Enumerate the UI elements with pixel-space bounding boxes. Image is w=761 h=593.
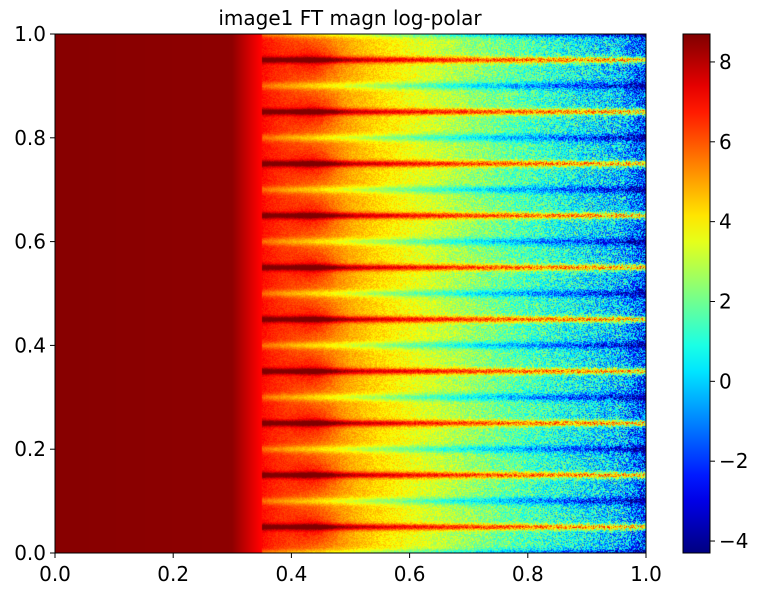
- x-tick-label: 0.4: [275, 562, 307, 586]
- x-tick-label: 1.0: [630, 562, 662, 586]
- heatmap-image: [55, 34, 646, 553]
- y-tick-label: 0.6: [14, 230, 46, 254]
- colorbar-tick-label: 8: [719, 50, 732, 74]
- x-tick-label: 0.8: [512, 562, 544, 586]
- x-axis: 0.0 0.2 0.4 0.6 0.8 1.0: [39, 553, 662, 586]
- plot-frame: [54, 33, 647, 554]
- colorbar-tick-label: 6: [719, 130, 732, 154]
- y-tick-label: 0.0: [14, 541, 46, 565]
- colorbar-tick-label: 2: [719, 289, 732, 313]
- colorbar-gradient: [683, 34, 710, 553]
- x-tick-label: 0.2: [157, 562, 189, 586]
- colorbar-tick-label: 4: [719, 210, 732, 234]
- plot-area: [54, 33, 647, 554]
- colorbar: −4 −2 0 2 4 6 8: [682, 33, 748, 554]
- x-tick-label: 0.6: [394, 562, 426, 586]
- y-tick-label: 0.2: [14, 437, 46, 461]
- chart-title: image1 FT magn log-polar: [218, 6, 482, 30]
- colorbar-tick-label: −2: [719, 449, 748, 473]
- colorbar-frame: [682, 33, 711, 554]
- y-axis: 0.0 0.2 0.4 0.6 0.8 1.0: [14, 22, 55, 565]
- colorbar-tick-label: −4: [719, 529, 748, 553]
- colorbar-ticks: −4 −2 0 2 4 6 8: [710, 50, 748, 553]
- colorbar-tick-label: 0: [719, 369, 732, 393]
- y-tick-label: 0.4: [14, 333, 46, 357]
- x-tick-label: 0.0: [39, 562, 71, 586]
- y-tick-label: 1.0: [14, 22, 46, 46]
- y-tick-label: 0.8: [14, 126, 46, 150]
